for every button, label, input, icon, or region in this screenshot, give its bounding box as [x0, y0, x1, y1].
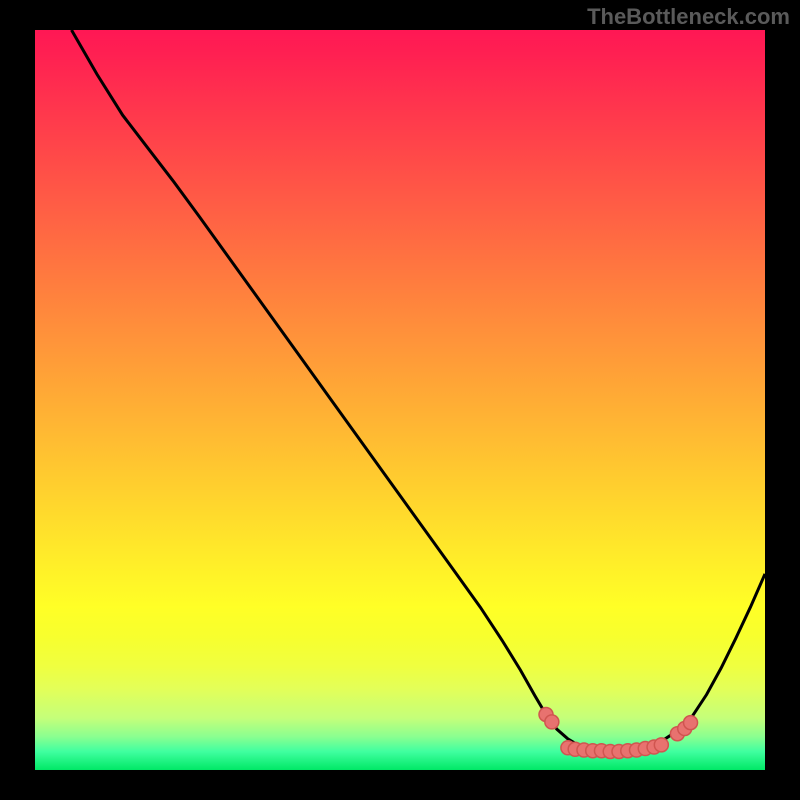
watermark-text: TheBottleneck.com: [587, 4, 790, 30]
marker-point: [654, 738, 668, 752]
chart-container: TheBottleneck.com: [0, 0, 800, 800]
marker-point: [684, 716, 698, 730]
curve-overlay: [35, 30, 765, 770]
bottleneck-curve: [72, 30, 766, 751]
marker-point: [545, 715, 559, 729]
plot-area: [35, 30, 765, 770]
